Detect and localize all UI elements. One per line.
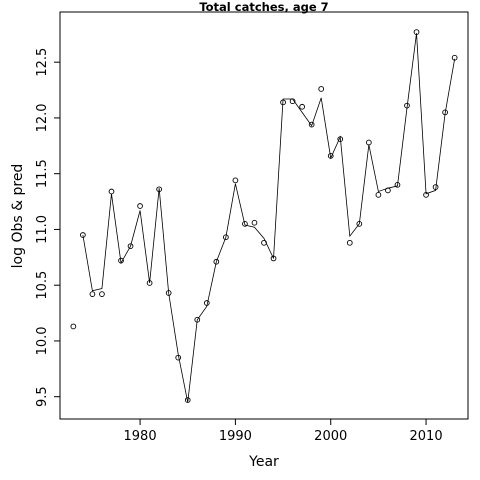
- data-point-observed: [89, 291, 96, 297]
- data-point-observed: [327, 152, 334, 159]
- data-point-observed: [289, 98, 296, 105]
- plot-frame: [59, 11, 469, 420]
- data-point-observed: [337, 136, 344, 142]
- data-point-observed: [394, 181, 401, 188]
- y-axis-label: log Obs & pred: [10, 164, 26, 269]
- y-tick-label: 9.5: [35, 386, 50, 407]
- data-point-observed: [99, 291, 105, 297]
- x-axis: 1980 1990 2000 2010: [124, 419, 443, 444]
- x-tick-label: 2010: [410, 429, 443, 444]
- data-point-observed: [165, 290, 172, 296]
- data-point-observed: [375, 192, 382, 198]
- data-point-observed: [146, 280, 153, 286]
- data-point-observed: [127, 243, 134, 250]
- data-point-observed: [270, 255, 277, 262]
- x-tick-label: 1990: [219, 429, 252, 444]
- data-point-observed: [242, 221, 248, 227]
- data-point-observed: [213, 258, 220, 265]
- data-point-observed: [432, 184, 439, 190]
- data-point-observed: [118, 257, 124, 264]
- y-tick-label: 10.0: [35, 326, 50, 355]
- x-tick-label: 1980: [124, 429, 157, 444]
- data-point-observed: [404, 102, 410, 109]
- data-point-observed: [442, 109, 448, 116]
- y-tick-label: 12.0: [35, 103, 50, 132]
- data-point-observed: [318, 86, 325, 92]
- data-point-observed: [356, 221, 363, 227]
- data-point-observed: [308, 121, 315, 128]
- y-axis: 9.5 10.0 10.5 11.0 11.5 12.0 12.5: [35, 48, 60, 407]
- data-point-observed: [184, 397, 191, 403]
- data-point-observed: [366, 139, 372, 146]
- y-tick-label: 10.5: [35, 271, 50, 300]
- data-point-observed: [70, 323, 77, 330]
- x-axis-label: Year: [248, 454, 279, 470]
- data-point-observed: [261, 239, 267, 246]
- data-point-observed: [413, 29, 420, 35]
- data-point-observed: [175, 354, 182, 361]
- data-point-observed: [80, 232, 86, 238]
- x-tick-label: 2000: [314, 429, 347, 444]
- data-point-observed: [232, 177, 239, 184]
- data-point-observed: [156, 186, 162, 193]
- y-tick-label: 11.0: [35, 215, 50, 244]
- data-point-observed: [223, 234, 229, 241]
- data-point-observed: [137, 203, 143, 209]
- y-tick-label: 11.5: [35, 159, 50, 188]
- series-points-observed: [70, 29, 458, 403]
- data-point-observed: [423, 192, 429, 198]
- data-point-observed: [385, 187, 391, 194]
- chart-title: Total catches, age 7: [199, 0, 328, 14]
- data-point-observed: [108, 188, 115, 195]
- data-point-observed: [451, 54, 458, 61]
- data-point-observed: [194, 316, 201, 323]
- data-point-observed: [346, 239, 353, 246]
- data-point-observed: [203, 300, 210, 306]
- y-tick-label: 12.5: [35, 48, 50, 77]
- series-line-predicted: [82, 33, 456, 403]
- data-point-observed: [251, 219, 258, 226]
- data-point-observed: [280, 99, 286, 106]
- data-point-observed: [299, 103, 305, 110]
